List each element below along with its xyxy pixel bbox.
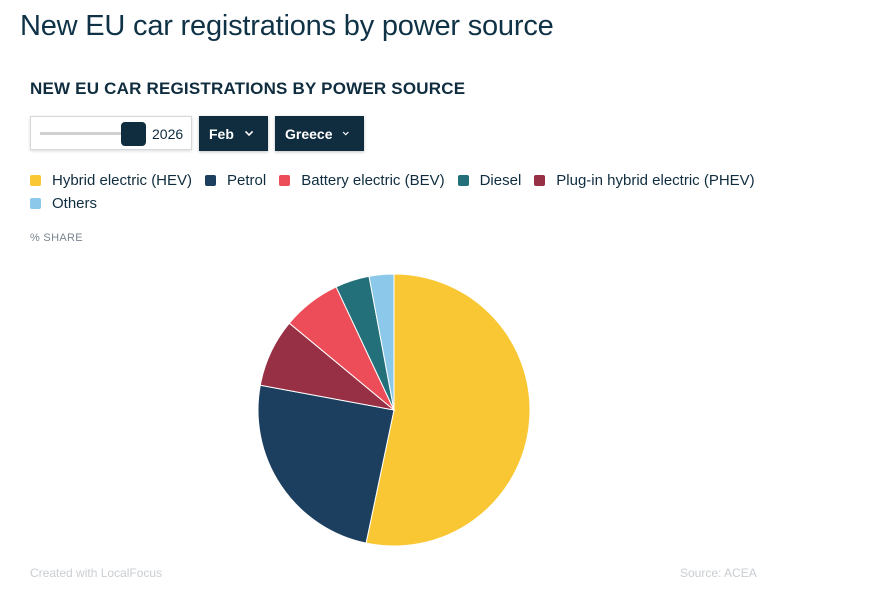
pie-chart xyxy=(257,273,531,547)
legend-label: Hybrid electric (HEV) xyxy=(52,172,193,189)
legend-item[interactable]: Hybrid electric (HEV) xyxy=(30,172,192,189)
slider-handle[interactable] xyxy=(121,122,146,146)
legend-label: Petrol xyxy=(227,172,267,189)
chart-controls: 2026 Feb Greece xyxy=(30,116,364,152)
legend-item[interactable]: Diesel xyxy=(457,172,522,189)
legend-swatch xyxy=(534,175,546,186)
legend-item[interactable]: Battery electric (BEV) xyxy=(279,172,445,189)
footer-source: Source: ACEA xyxy=(680,566,757,580)
chevron-down-icon xyxy=(343,131,350,136)
country-dropdown-label: Greece xyxy=(285,125,333,142)
chart-title: NEW EU CAR REGISTRATIONS BY POWER SOURCE xyxy=(30,79,466,98)
legend-swatch xyxy=(457,175,469,186)
pie-slice[interactable] xyxy=(368,273,395,411)
legend-label: Plug-in hybrid electric (PHEV) xyxy=(556,172,755,189)
country-dropdown[interactable]: Greece xyxy=(275,116,364,151)
legend-swatch xyxy=(30,198,41,209)
legend-label: Others xyxy=(52,195,98,212)
footer-credit[interactable]: Created with LocalFocus xyxy=(30,566,163,580)
legend-item[interactable]: Others xyxy=(30,195,97,212)
legend-swatch xyxy=(30,175,41,186)
legend-label: Diesel xyxy=(479,172,522,189)
legend-item[interactable]: Plug-in hybrid electric (PHEV) xyxy=(534,172,755,189)
pie-slice[interactable] xyxy=(365,273,531,547)
slider-year-value: 2026 xyxy=(152,126,184,142)
chevron-down-icon xyxy=(244,130,254,137)
chart-legend: Hybrid electric (HEV) Petrol Battery elect… xyxy=(30,172,790,212)
month-dropdown-label: Feb xyxy=(209,125,234,142)
legend-label: Battery electric (BEV) xyxy=(301,172,445,189)
page-title: New EU car registrations by power source xyxy=(20,10,554,42)
pie-slice[interactable] xyxy=(257,384,395,544)
legend-swatch xyxy=(205,175,217,186)
axis-unit-label: % SHARE xyxy=(30,232,83,244)
legend-swatch xyxy=(279,175,291,186)
year-slider[interactable]: 2026 xyxy=(30,116,192,150)
legend-item[interactable]: Petrol xyxy=(205,172,266,189)
slider-track[interactable] xyxy=(40,132,138,135)
month-dropdown[interactable]: Feb xyxy=(199,116,268,151)
